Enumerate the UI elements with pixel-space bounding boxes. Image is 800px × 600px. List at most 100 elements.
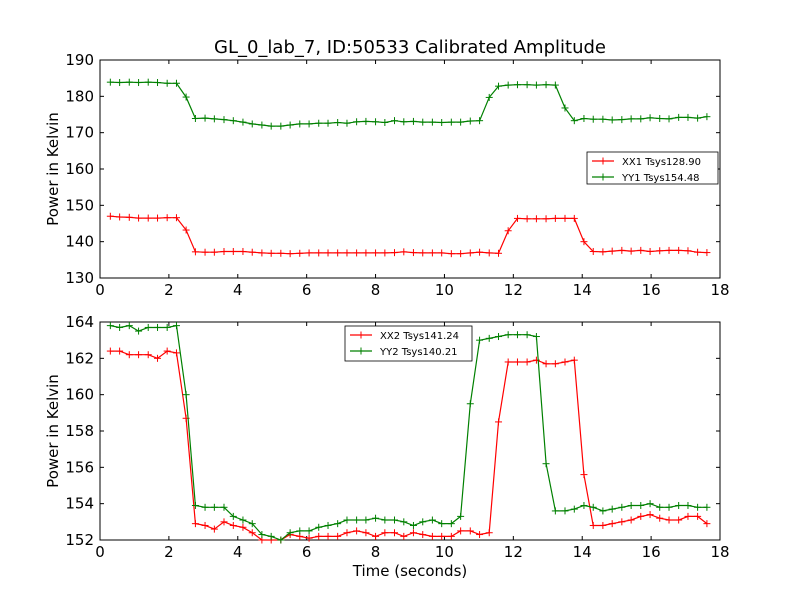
data-point [258, 531, 266, 539]
data-point [447, 250, 455, 258]
data-point [694, 512, 702, 520]
data-point [485, 529, 493, 537]
data-point [135, 214, 143, 222]
data-point [248, 248, 256, 256]
x-axis-label: Time (seconds) [352, 562, 468, 580]
data-point [608, 505, 616, 513]
data-point [694, 503, 702, 511]
x-tick-label: 16 [642, 281, 661, 299]
data-point [343, 516, 351, 524]
x-tick-label: 18 [710, 281, 729, 299]
data-point [125, 351, 133, 359]
data-point [466, 249, 474, 257]
data-point [523, 331, 531, 339]
data-point [154, 214, 162, 222]
data-point [684, 501, 692, 509]
data-point [277, 249, 285, 257]
data-point [580, 114, 588, 122]
data-point [504, 358, 512, 366]
data-point [277, 122, 285, 130]
data-point [476, 117, 484, 125]
data-point [391, 516, 398, 524]
data-point [154, 354, 162, 362]
y-tick-label: 140 [65, 233, 94, 251]
y-tick-label: 164 [65, 313, 94, 331]
data-point [229, 521, 237, 529]
data-point [248, 520, 256, 528]
data-point [172, 79, 180, 87]
data-point [381, 249, 389, 257]
data-point [627, 115, 635, 123]
data-point [116, 213, 124, 221]
series-line [110, 215, 707, 255]
data-point [646, 500, 654, 508]
y-tick-label: 158 [65, 422, 94, 440]
data-point [599, 521, 607, 529]
data-point [523, 215, 531, 223]
data-point [362, 529, 370, 537]
data-point [627, 516, 635, 524]
data-point [532, 333, 540, 341]
legend-box [586, 151, 719, 185]
y-tick-label: 154 [65, 495, 94, 513]
x-tick-label: 16 [642, 543, 661, 561]
data-point [513, 331, 521, 339]
data-point [665, 516, 673, 524]
data-point [210, 248, 218, 256]
data-point [485, 334, 493, 342]
data-point [154, 323, 162, 331]
data-point [400, 532, 408, 540]
data-point [277, 536, 285, 544]
data-point [191, 248, 199, 256]
data-point [362, 249, 370, 257]
data-point [116, 79, 124, 87]
data-point [400, 118, 408, 126]
upper-plot: 0 2 4 6 8 10 12 14 16 18 130 140 150 160 170 180 190 Powe… [44, 51, 730, 299]
data-point [409, 529, 417, 537]
data-point [106, 347, 114, 355]
data-point [589, 247, 597, 255]
data-point [513, 214, 521, 222]
y-tick-label: 180 [65, 87, 94, 105]
data-point [201, 114, 209, 122]
data-point [400, 518, 408, 526]
data-point [646, 511, 654, 519]
data-point [315, 249, 323, 257]
data-point [570, 214, 578, 222]
data-point [589, 503, 597, 511]
data-point [476, 248, 484, 256]
data-point [353, 516, 361, 524]
data-point [191, 114, 199, 122]
x-tick-label: 14 [573, 281, 592, 299]
data-point [220, 518, 228, 526]
data-point [665, 115, 673, 123]
legend-label: XX2 Tsys141.24 [380, 331, 459, 342]
data-point [381, 118, 389, 126]
data-point [172, 349, 180, 357]
data-point [485, 249, 493, 257]
data-point [476, 531, 484, 539]
data-point [258, 249, 266, 257]
x-tick-label: 4 [233, 281, 243, 299]
data-point [495, 333, 503, 341]
figure-title: GL_0_lab_7, ID:50533 Calibrated Amplitud… [214, 37, 606, 58]
data-point [447, 520, 455, 528]
data-point [372, 249, 380, 257]
data-point [229, 117, 237, 125]
x-tick-label: 10 [435, 281, 454, 299]
data-point [163, 214, 171, 222]
data-point [523, 81, 531, 89]
x-tick-label: 6 [302, 281, 312, 299]
data-point [144, 323, 152, 331]
y-tick-label: 160 [65, 386, 94, 404]
data-point [267, 532, 275, 540]
data-point [163, 323, 171, 331]
data-point [608, 247, 616, 255]
data-point [315, 523, 323, 531]
x-tick-label: 12 [504, 543, 523, 561]
data-point [589, 521, 597, 529]
data-point [144, 351, 152, 359]
data-point [229, 247, 237, 255]
data-point [353, 527, 361, 535]
data-point [551, 507, 559, 515]
